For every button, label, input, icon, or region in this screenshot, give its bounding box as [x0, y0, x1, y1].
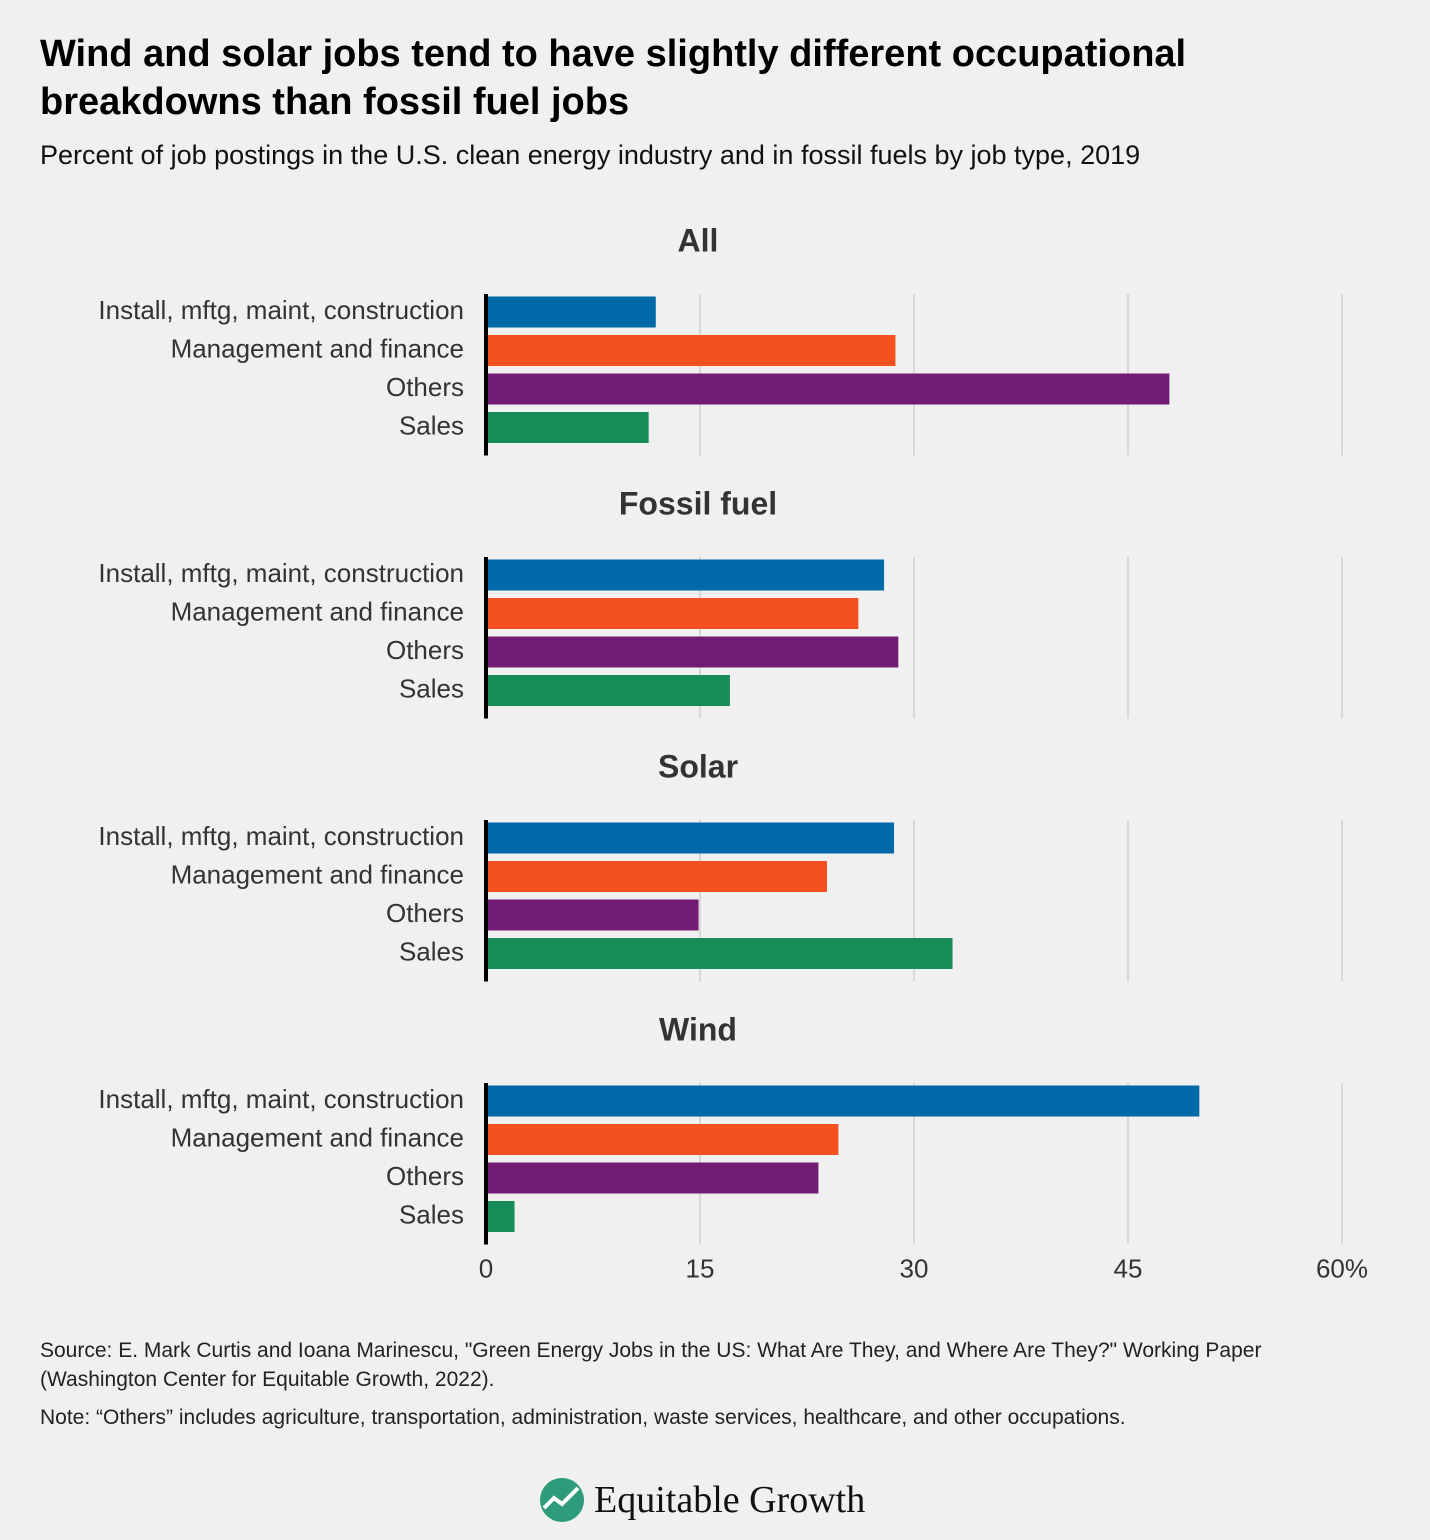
bar — [486, 1085, 1200, 1117]
category-label: Sales — [399, 936, 464, 966]
source: Source: E. Mark Curtis and Ioana Marines… — [40, 1339, 1262, 1391]
panel-title: Fossil fuel — [619, 485, 777, 521]
category-label: Sales — [399, 673, 464, 703]
chart: All Install, mftg, maint, construction Man… — [98, 222, 1368, 1283]
bar — [486, 335, 896, 366]
category-label: Management and finance — [171, 596, 464, 626]
bar — [486, 861, 827, 892]
panel-title: Wind — [659, 1011, 737, 1047]
category-label: Install, mftg, maint, construction — [98, 1084, 464, 1114]
bar — [486, 296, 656, 328]
bar — [486, 1162, 819, 1194]
category-label: Install, mftg, maint, construction — [98, 558, 464, 588]
x-tick-label: 60% — [1316, 1253, 1368, 1283]
bar — [486, 412, 649, 443]
bar — [486, 1201, 515, 1232]
bar — [486, 636, 899, 668]
x-tick-label: 15 — [686, 1253, 715, 1283]
category-label: Install, mftg, maint, construction — [98, 821, 464, 851]
category-label: Sales — [399, 410, 464, 440]
category-label: Others — [386, 635, 464, 665]
category-label: Others — [386, 1161, 464, 1191]
category-label: Others — [386, 898, 464, 928]
bar — [486, 598, 859, 629]
category-label: Install, mftg, maint, construction — [98, 295, 464, 325]
note: Note: “Others” includes agriculture, tra… — [40, 1406, 1126, 1429]
logo: Equitable Growth — [538, 1476, 865, 1524]
panel-title: All — [678, 222, 719, 258]
x-tick-label: 0 — [479, 1253, 493, 1283]
bar — [486, 899, 699, 931]
x-tick-label: 45 — [1114, 1253, 1143, 1283]
bar — [486, 559, 885, 591]
panel-title: Solar — [658, 748, 738, 784]
bar — [486, 373, 1170, 405]
category-label: Sales — [399, 1199, 464, 1229]
title: Wind and solar jobs tend to have slightl… — [40, 33, 1187, 123]
category-label: Management and finance — [171, 1122, 464, 1152]
category-label: Management and finance — [171, 333, 464, 363]
category-label: Others — [386, 372, 464, 402]
category-label: Management and finance — [171, 859, 464, 889]
subtitle: Percent of job postings in the U.S. clea… — [40, 140, 1141, 170]
bar — [486, 938, 953, 969]
bar — [486, 675, 730, 706]
bar — [486, 822, 895, 854]
logo-text: Equitable Growth — [594, 1479, 866, 1521]
logo-icon — [540, 1478, 584, 1522]
bar — [486, 1124, 839, 1155]
x-tick-label: 30 — [900, 1253, 929, 1283]
